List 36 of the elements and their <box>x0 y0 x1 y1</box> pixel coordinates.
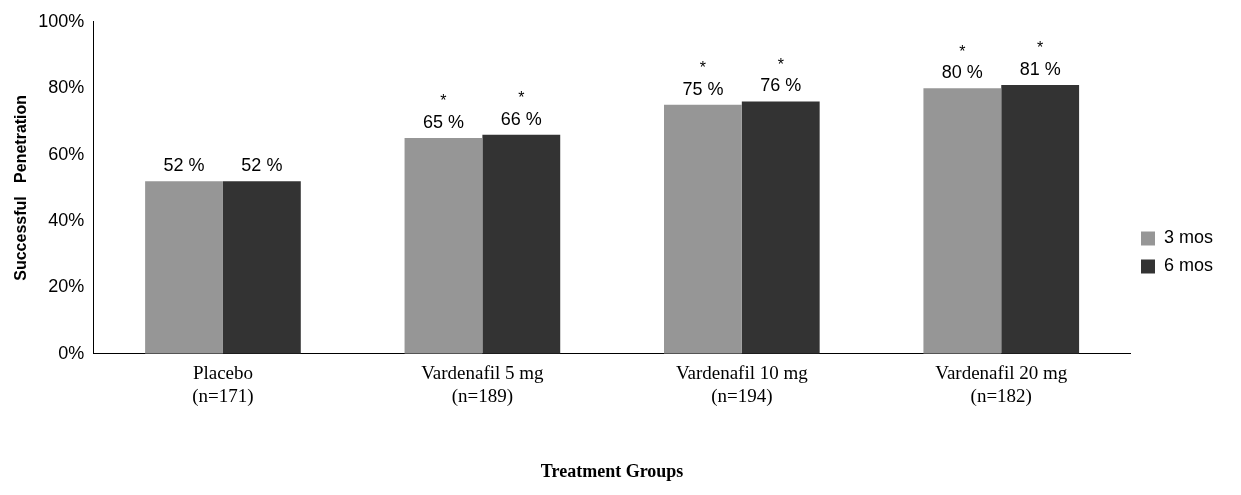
bar <box>222 181 301 354</box>
bar <box>404 138 483 354</box>
y-tick-label: 40% <box>48 209 85 230</box>
y-tick-label: 0% <box>58 342 85 363</box>
data-label: 75 % <box>682 78 724 99</box>
annotation: * <box>1037 39 1044 57</box>
legend-label: 3 mos <box>1163 227 1214 248</box>
x-tick-label: Placebo (n=171) <box>192 362 254 407</box>
bar <box>145 181 223 354</box>
bar <box>923 88 1002 354</box>
y-tick-label: 80% <box>48 77 85 98</box>
data-label: 52 % <box>241 155 283 176</box>
x-tick-label: Vardenafil 20 mg (n=182) <box>935 362 1068 407</box>
annotation: * <box>440 92 447 110</box>
x-tick-label: Vardenafil 5 mg (n=189) <box>421 362 545 407</box>
y-tick-label: 100% <box>38 10 85 31</box>
bar <box>664 104 742 354</box>
data-label: 76 % <box>760 75 802 96</box>
bar <box>741 101 820 354</box>
y-tick-label: 60% <box>48 143 85 164</box>
data-label: 80 % <box>941 62 983 83</box>
y-tick-label: 20% <box>48 276 85 297</box>
legend-label: 6 mos <box>1163 255 1214 276</box>
annotation: * <box>699 59 707 77</box>
data-label: 66 % <box>500 108 542 129</box>
data-label: 65 % <box>422 111 464 132</box>
x-axis-title: Treatment Groups <box>540 460 684 481</box>
bar <box>482 134 561 354</box>
annotation: * <box>959 42 966 60</box>
annotation: * <box>777 55 784 73</box>
annotation: * <box>518 89 525 107</box>
data-label: 52 % <box>163 155 205 176</box>
x-tick-label: Vardenafil 10 mg (n=194) <box>675 362 809 407</box>
data-label: 81 % <box>1019 58 1061 79</box>
bar <box>1001 84 1080 354</box>
y-axis-title: Successful Penetration <box>12 94 30 281</box>
